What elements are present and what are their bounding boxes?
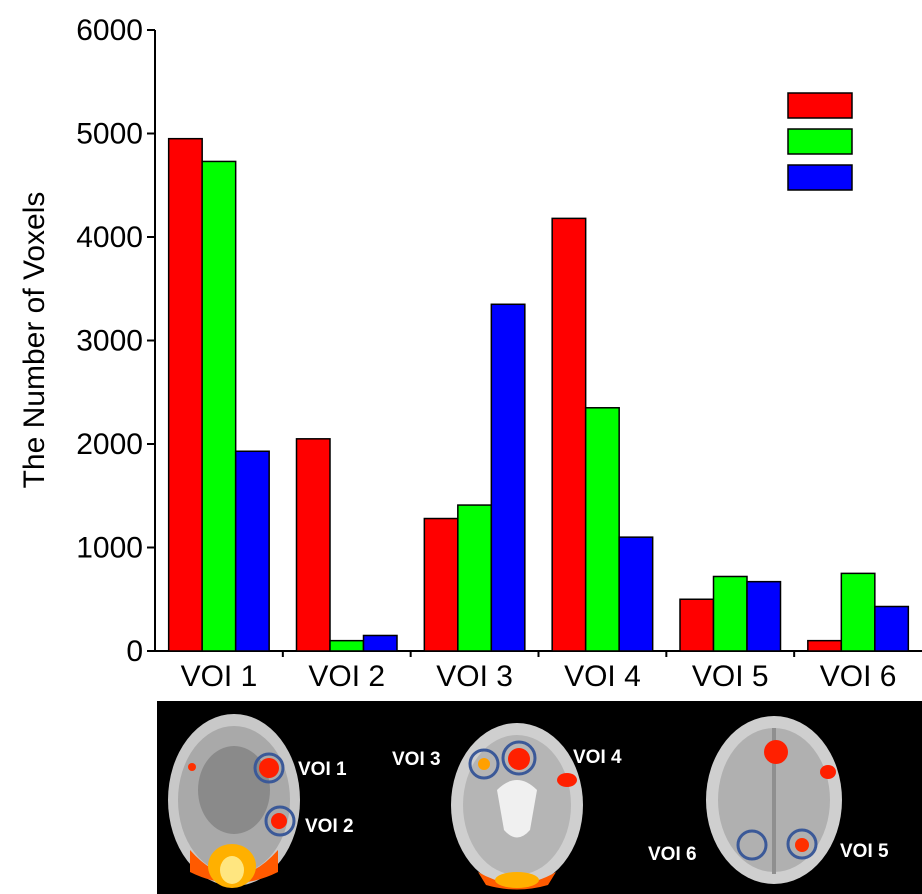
- bar-series-3-voi-1: [234, 450, 270, 652]
- bar-series-2-voi-4: [584, 407, 620, 652]
- voi-4-circle: [501, 740, 537, 776]
- y-tick-label: 5000: [76, 118, 143, 151]
- bar-series-3-voi-2: [362, 634, 398, 652]
- voi-3-circle: [468, 748, 500, 780]
- legend-swatch-series-1: [787, 92, 853, 119]
- y-tick-label: 1000: [76, 532, 143, 565]
- voi-5-circle: [786, 828, 818, 860]
- brain-image-panel: VOI 1 VOI 2 VOI 3 VOI 4 VOI 6 VOI 5: [157, 701, 922, 894]
- bar-series-3-voi-3: [490, 303, 526, 652]
- brain-label-voi-3: VOI 3: [392, 749, 441, 770]
- legend-swatch-series-3: [787, 164, 853, 191]
- y-tick-label: 4000: [76, 221, 143, 254]
- y-tick-label: 0: [126, 635, 143, 668]
- bar-series-2-voi-6: [840, 572, 876, 652]
- bar-series-3-voi-6: [874, 605, 910, 652]
- x-tick-label: VOI 4: [564, 660, 641, 693]
- ticks: 0 1000 2000 3000 4000 5000 6000 VOI 1 VOI 2 VOI 3…: [76, 14, 896, 693]
- bars: [167, 137, 910, 652]
- legend: [787, 92, 853, 191]
- bar-series-1-voi-6: [807, 639, 843, 652]
- bar-series-3-voi-5: [746, 580, 782, 652]
- x-tick-label: VOI 3: [436, 660, 513, 693]
- y-tick-label: 3000: [76, 325, 143, 358]
- x-tick-label: VOI 5: [692, 660, 769, 693]
- y-axis-title: The Number of Voxels: [18, 192, 51, 489]
- y-tick-label: 2000: [76, 428, 143, 461]
- bar-series-1-voi-3: [423, 517, 459, 652]
- bar-series-1-voi-4: [551, 217, 587, 652]
- bar-series-2-voi-5: [712, 575, 748, 652]
- bar-series-3-voi-4: [618, 536, 654, 652]
- voi-1-circle: [253, 752, 285, 784]
- brain-label-voi-2: VOI 2: [305, 816, 354, 837]
- y-tick-label: 6000: [76, 14, 143, 47]
- bar-series-2-voi-3: [457, 504, 493, 652]
- bar-series-1-voi-2: [295, 438, 331, 652]
- x-tick-label: VOI 1: [181, 660, 258, 693]
- axes: [154, 30, 922, 652]
- voi-2-circle: [264, 805, 296, 837]
- bar-series-1-voi-1: [167, 137, 203, 652]
- brain-label-voi-4: VOI 4: [573, 747, 622, 768]
- voi-6-circle: [736, 829, 768, 861]
- legend-swatch-series-2: [787, 128, 853, 155]
- bar-series-2-voi-1: [201, 160, 237, 652]
- x-tick-label: VOI 6: [820, 660, 897, 693]
- brain-label-voi-6: VOI 6: [648, 844, 697, 865]
- brain-slice-1: [168, 714, 300, 888]
- brain-slice-3: [706, 716, 842, 884]
- bar-series-2-voi-2: [329, 639, 365, 652]
- brain-label-voi-1: VOI 1: [298, 759, 347, 780]
- bar-series-1-voi-5: [679, 598, 715, 652]
- brain-slice-2: [451, 723, 583, 890]
- x-tick-label: VOI 2: [308, 660, 385, 693]
- brain-label-voi-5: VOI 5: [840, 841, 889, 862]
